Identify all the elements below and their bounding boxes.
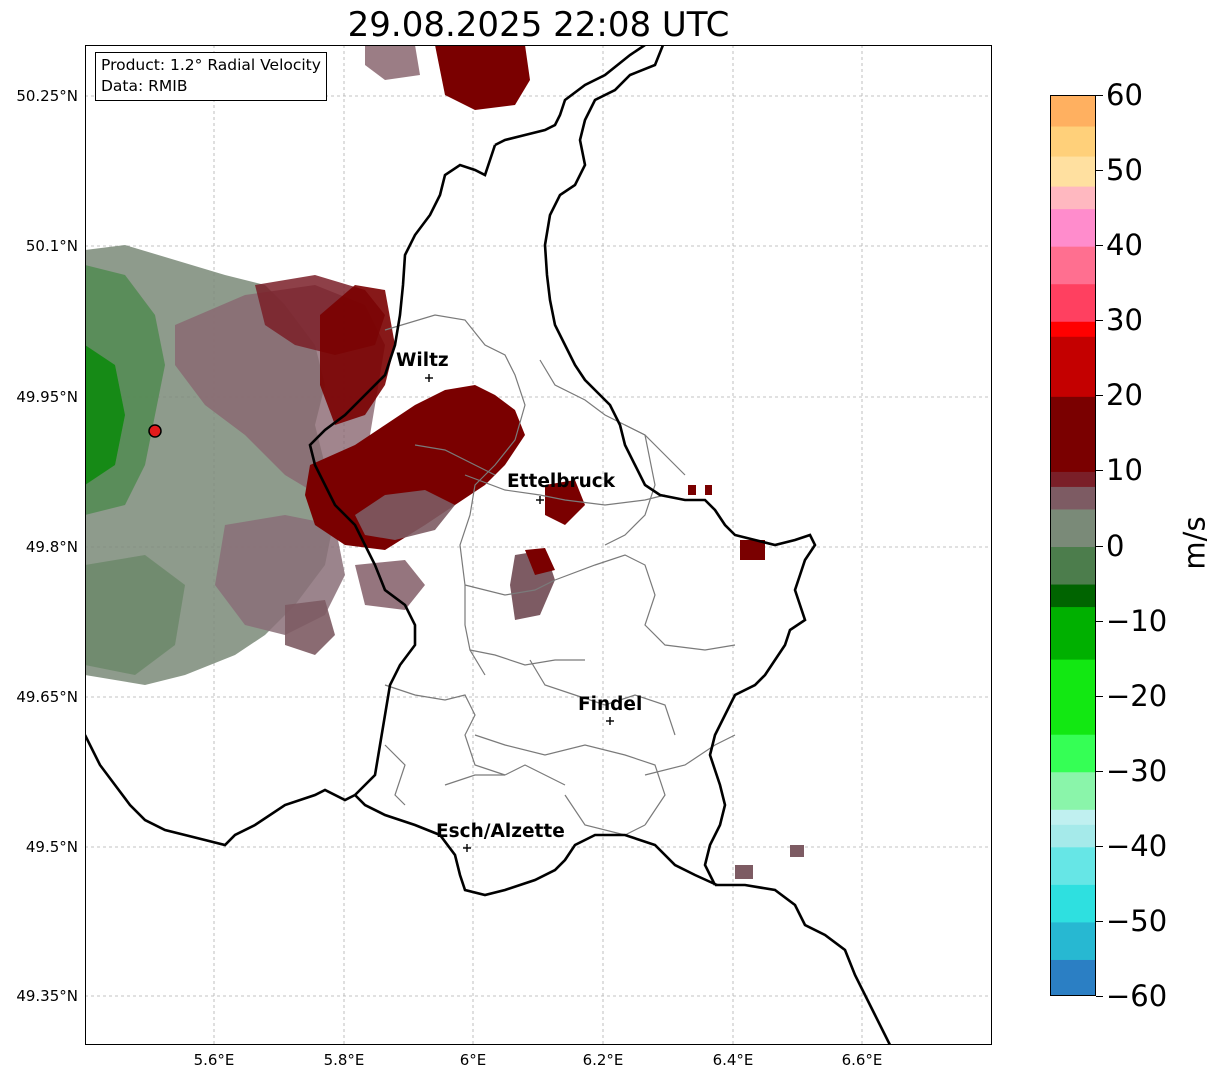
colorbar-tick-label: 20	[1106, 378, 1143, 412]
colorbar-tick-label: 0	[1106, 529, 1125, 563]
country-borders	[85, 45, 892, 1045]
lon-tick-label: 6.4°E	[712, 1051, 754, 1069]
colorbar-band	[1051, 921, 1095, 960]
colorbar-gradient	[1051, 96, 1095, 995]
colorbar-band	[1051, 584, 1095, 608]
radar-echo-east	[305, 45, 804, 879]
colorbar-band	[1051, 156, 1095, 187]
city-label-esch: Esch/Alzette	[436, 821, 565, 842]
colorbar-tick-label: −10	[1106, 604, 1168, 638]
colorbar-tick-mark	[1096, 921, 1103, 922]
colorbar-band	[1051, 471, 1095, 487]
colorbar-band	[1051, 283, 1095, 322]
colorbar-tick-mark	[1096, 771, 1103, 772]
colorbar-tick-mark	[1096, 395, 1103, 396]
city-label-ettelbruck: Ettelbruck	[507, 471, 616, 492]
colorbar-tick-label: −40	[1106, 829, 1168, 863]
colorbar-band	[1051, 186, 1095, 210]
colorbar-band	[1051, 734, 1095, 773]
lon-tick-label: 6°E	[459, 1051, 487, 1069]
colorbar-band	[1051, 824, 1095, 848]
colorbar-tick-mark	[1096, 95, 1103, 96]
colorbar-band	[1051, 546, 1095, 585]
colorbar-tick-label: 40	[1106, 228, 1143, 262]
colorbar-band	[1051, 486, 1095, 510]
colorbar-band	[1051, 606, 1095, 660]
city-markers	[425, 374, 614, 852]
colorbar-tick-label: 30	[1106, 303, 1143, 337]
radar-map[interactable]	[85, 45, 992, 1045]
colorbar-band	[1051, 771, 1095, 810]
colorbar-band	[1051, 846, 1095, 885]
colorbar-tick-label: 50	[1106, 153, 1143, 187]
colorbar-band	[1051, 884, 1095, 923]
colorbar-tick-label: 60	[1106, 78, 1143, 112]
colorbar-band	[1051, 336, 1095, 397]
city-label-wiltz: Wiltz	[396, 350, 449, 371]
colorbar-band	[1051, 96, 1095, 127]
product-info-box: Product: 1.2° Radial Velocity Data: RMIB	[95, 52, 327, 101]
colorbar-tick-mark	[1096, 320, 1103, 321]
colorbar-band	[1051, 208, 1095, 247]
lat-tick-label: 49.95°N	[16, 388, 78, 406]
colorbar-tick-mark	[1096, 546, 1103, 547]
colorbar-band	[1051, 126, 1095, 157]
lat-tick-label: 49.65°N	[16, 688, 78, 706]
radar-site-marker	[148, 424, 162, 438]
colorbar-tick-mark	[1096, 170, 1103, 171]
map-title: 29.08.2025 22:08 UTC	[347, 5, 730, 45]
colorbar-band	[1051, 809, 1095, 825]
map-canvas	[85, 45, 992, 1045]
lat-tick-label: 50.1°N	[25, 237, 78, 255]
lat-tick-label: 49.5°N	[25, 838, 78, 856]
city-label-findel: Findel	[578, 694, 643, 715]
lat-tick-label: 49.35°N	[16, 987, 78, 1005]
colorbar-tick-mark	[1096, 621, 1103, 622]
district-borders	[384, 314, 736, 836]
colorbar-band	[1051, 959, 1095, 995]
colorbar-band	[1051, 396, 1095, 472]
colorbar-tick-mark	[1096, 245, 1103, 246]
colorbar-band	[1051, 246, 1095, 285]
colorbar-tick-mark	[1096, 696, 1103, 697]
colorbar-tick-mark	[1096, 996, 1103, 997]
colorbar-tick-mark	[1096, 470, 1103, 471]
colorbar	[1050, 95, 1096, 996]
colorbar-band	[1051, 659, 1095, 735]
colorbar-tick-label: −50	[1106, 904, 1168, 938]
colorbar-tick-mark	[1096, 846, 1103, 847]
colorbar-unit-label: m/s	[1177, 516, 1207, 570]
lon-tick-label: 6.6°E	[841, 1051, 883, 1069]
colorbar-band	[1051, 321, 1095, 337]
colorbar-tick-label: −60	[1106, 979, 1168, 1013]
product-label: Product: 1.2° Radial Velocity	[101, 56, 321, 74]
data-source-label: Data: RMIB	[101, 77, 188, 95]
colorbar-tick-label: −20	[1106, 679, 1168, 713]
lon-tick-label: 5.8°E	[323, 1051, 365, 1069]
lat-tick-label: 49.8°N	[25, 538, 78, 556]
colorbar-tick-label: −30	[1106, 754, 1168, 788]
lat-tick-label: 50.25°N	[16, 87, 78, 105]
lon-tick-label: 6.2°E	[582, 1051, 624, 1069]
colorbar-tick-label: 10	[1106, 453, 1143, 487]
lon-tick-label: 5.6°E	[193, 1051, 235, 1069]
colorbar-band	[1051, 508, 1095, 547]
